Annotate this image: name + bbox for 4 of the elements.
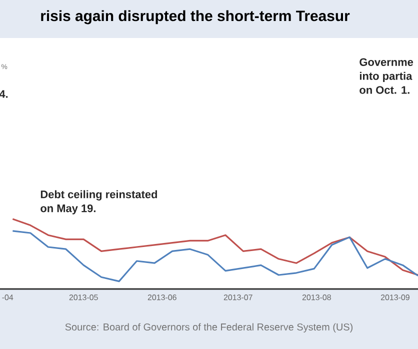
chart-title: risis again disrupted the short-term Treasur: [41, 10, 350, 24]
source-note: Source: Board of Governors of the Federal Reserve System (US): [65, 323, 353, 332]
text: Debt ceiling reinstated on May 19.: [40, 190, 157, 214]
text: Governme into partia on Oct. 1.: [360, 58, 414, 94]
